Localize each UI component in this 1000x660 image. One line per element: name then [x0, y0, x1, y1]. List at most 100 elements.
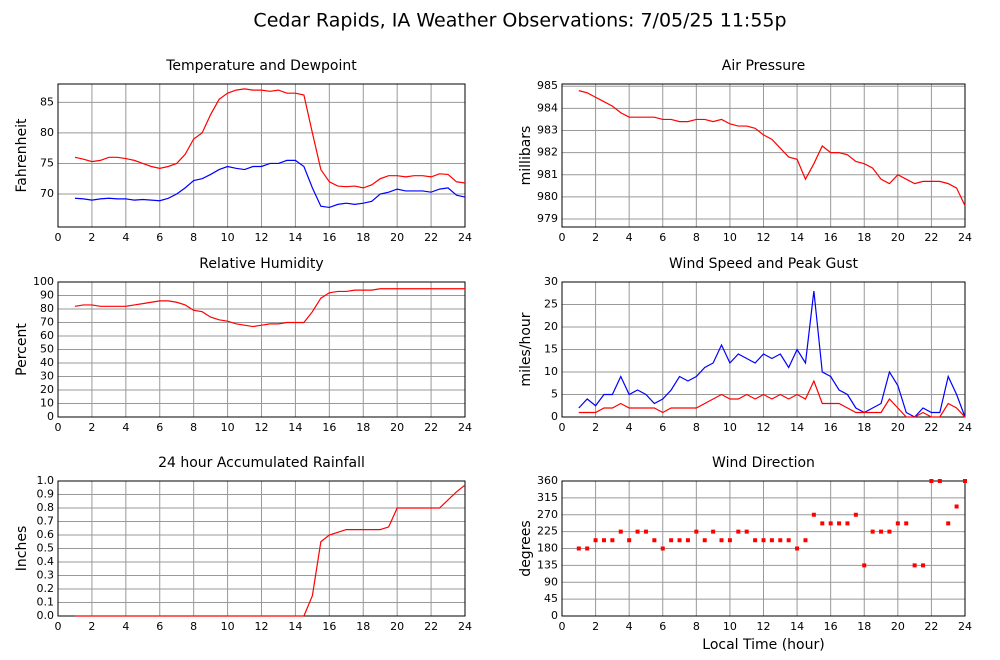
y-tick-label: 0.7	[37, 515, 55, 528]
y-tick-label: 135	[537, 558, 558, 571]
y-tick-label: 0.1	[37, 596, 55, 609]
plot-frame	[57, 281, 466, 418]
y-tick-label: 10	[544, 365, 558, 378]
data-point	[778, 538, 783, 543]
data-point	[828, 521, 833, 526]
x-tick-label: 18	[857, 620, 871, 633]
data-point	[862, 563, 867, 568]
x-tick-label: 22	[924, 231, 938, 244]
data-point	[963, 479, 967, 483]
data-point	[786, 538, 791, 543]
data-point	[610, 538, 615, 543]
x-tick-label: 20	[390, 620, 404, 633]
y-tick-label: 983	[537, 123, 558, 136]
y-tick-label: 75	[40, 156, 54, 169]
x-tick-label: 10	[221, 231, 235, 244]
y-tick-label: 20	[40, 383, 54, 396]
data-line	[578, 379, 966, 418]
x-tick-label: 0	[559, 620, 566, 633]
data-point	[937, 479, 942, 483]
data-point	[929, 479, 934, 483]
data-point	[895, 521, 900, 526]
x-tick-label: 24	[958, 620, 972, 633]
plot-frame	[561, 480, 966, 617]
x-tick-label: 4	[122, 231, 129, 244]
data-line	[578, 90, 966, 207]
panel-title: 24 hour Accumulated Rainfall	[158, 455, 365, 471]
y-axis-label: degrees	[518, 520, 534, 576]
data-point	[627, 538, 632, 543]
y-tick-label: 0.3	[37, 569, 55, 582]
data-point	[736, 529, 741, 534]
x-tick-label: 4	[626, 421, 633, 434]
x-tick-label: 4	[626, 231, 633, 244]
data-point	[837, 521, 842, 526]
panel-title: Temperature and Dewpoint	[165, 58, 357, 74]
panel-title: Wind Direction	[712, 455, 815, 471]
y-tick-label: 30	[544, 275, 558, 288]
x-tick-label: 6	[156, 620, 163, 633]
x-tick-label: 10	[723, 421, 737, 434]
y-tick-label: 15	[544, 343, 558, 356]
data-line	[74, 288, 465, 328]
x-tick-label: 22	[424, 620, 438, 633]
y-tick-label: 100	[33, 275, 54, 288]
x-tick-label: 2	[592, 620, 599, 633]
data-point	[694, 529, 699, 534]
y-tick-label: 60	[40, 329, 54, 342]
panel-title: Relative Humidity	[199, 256, 323, 272]
x-tick-label: 12	[255, 620, 269, 633]
x-tick-label: 20	[891, 620, 905, 633]
data-point	[811, 512, 816, 517]
x-tick-label: 24	[458, 620, 472, 633]
y-tick-label: 0.0	[37, 609, 55, 622]
y-tick-label: 90	[40, 289, 54, 302]
x-tick-label: 16	[824, 620, 838, 633]
y-tick-label: 45	[544, 592, 558, 605]
y-tick-label: 0.2	[37, 582, 55, 595]
data-point	[585, 546, 590, 551]
x-tick-label: 6	[659, 421, 666, 434]
y-tick-label: 5	[551, 388, 558, 401]
data-point	[887, 529, 892, 534]
data-point	[761, 538, 766, 543]
data-point	[685, 538, 690, 543]
plot-frame	[561, 83, 966, 228]
y-tick-label: 0	[47, 410, 54, 423]
x-tick-label: 24	[958, 231, 972, 244]
x-tick-label: 16	[322, 421, 336, 434]
x-tick-label: 14	[790, 421, 804, 434]
x-tick-label: 0	[559, 421, 566, 434]
data-point	[618, 529, 623, 534]
y-tick-label: 315	[537, 491, 558, 504]
y-tick-label: 0	[551, 609, 558, 622]
y-tick-label: 50	[40, 343, 54, 356]
x-tick-label: 2	[88, 421, 95, 434]
data-line	[74, 88, 466, 189]
x-tick-label: 20	[390, 231, 404, 244]
y-tick-label: 70	[40, 187, 54, 200]
data-line	[74, 159, 466, 209]
data-point	[795, 546, 800, 551]
x-tick-label: 12	[757, 421, 771, 434]
y-axis-label: Inches	[14, 526, 30, 571]
x-tick-label: 22	[924, 421, 938, 434]
x-tick-label: 8	[693, 231, 700, 244]
data-point	[753, 538, 758, 543]
data-point	[870, 529, 875, 534]
y-tick-label: 981	[537, 168, 558, 181]
data-point	[912, 563, 917, 568]
panel-title: Wind Speed and Peak Gust	[669, 256, 858, 272]
x-tick-label: 10	[723, 231, 737, 244]
y-tick-label: 80	[40, 302, 54, 315]
y-tick-label: 0.4	[37, 555, 55, 568]
x-tick-label: 6	[659, 231, 666, 244]
x-tick-label: 18	[356, 620, 370, 633]
data-point	[601, 538, 606, 543]
x-tick-label: 4	[122, 421, 129, 434]
x-tick-label: 8	[190, 620, 197, 633]
panel-title: Air Pressure	[722, 58, 805, 74]
data-point	[669, 538, 674, 543]
y-tick-label: 0.5	[37, 542, 55, 555]
x-tick-label: 14	[288, 421, 302, 434]
